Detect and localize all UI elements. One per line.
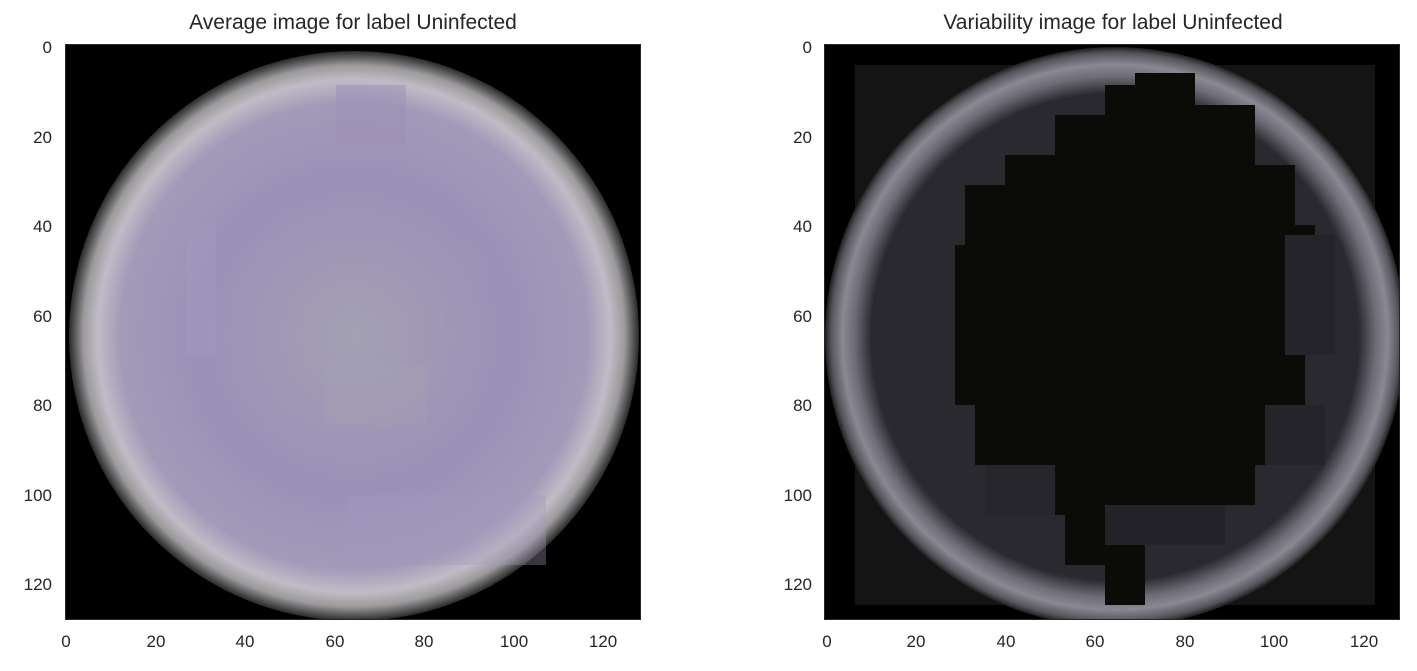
y-tick-label: 80 [33,396,52,415]
average-image-title: Average image for label Uninfected [189,11,517,34]
y-tick-label: 100 [783,486,812,505]
x-tick-label: 0 [61,632,71,651]
y-tick-label: 100 [23,486,52,505]
x-tick-label: 80 [414,632,434,651]
average-image-panel: Average image for label Uninfected 0 20 … [0,0,700,671]
x-tick-label: 120 [1349,632,1379,651]
x-tick-label: 100 [1259,632,1289,651]
y-tick-label: 40 [33,217,52,236]
variability-image [824,44,1400,620]
y-tick-label: 20 [33,128,52,147]
x-tick-label: 100 [499,632,529,651]
average-image [65,44,641,620]
y-tick-label: 40 [793,217,812,236]
variability-image-title: Variability image for label Uninfected [943,11,1283,34]
x-tick-label: 20 [146,632,166,651]
y-tick-label: 20 [793,128,812,147]
x-tick-label: 80 [1175,632,1195,651]
x-tick-label: 120 [588,632,618,651]
average-cell-image [66,45,640,619]
x-tick-label: 60 [1085,632,1105,651]
y-tick-label: 120 [23,575,52,594]
y-tick-label: 60 [33,307,52,326]
variability-image-panel: Variability image for label Uninfected 0… [760,0,1417,671]
x-tick-label: 0 [822,632,832,651]
y-tick-label: 60 [793,307,812,326]
x-tick-label: 40 [235,632,255,651]
variability-cell-image [825,45,1399,619]
y-tick-label: 80 [793,396,812,415]
x-tick-label: 40 [996,632,1016,651]
y-tick-label: 0 [42,38,52,57]
y-tick-label: 0 [802,38,812,57]
x-tick-label: 60 [325,632,345,651]
x-tick-label: 20 [906,632,926,651]
y-tick-label: 120 [783,575,812,594]
